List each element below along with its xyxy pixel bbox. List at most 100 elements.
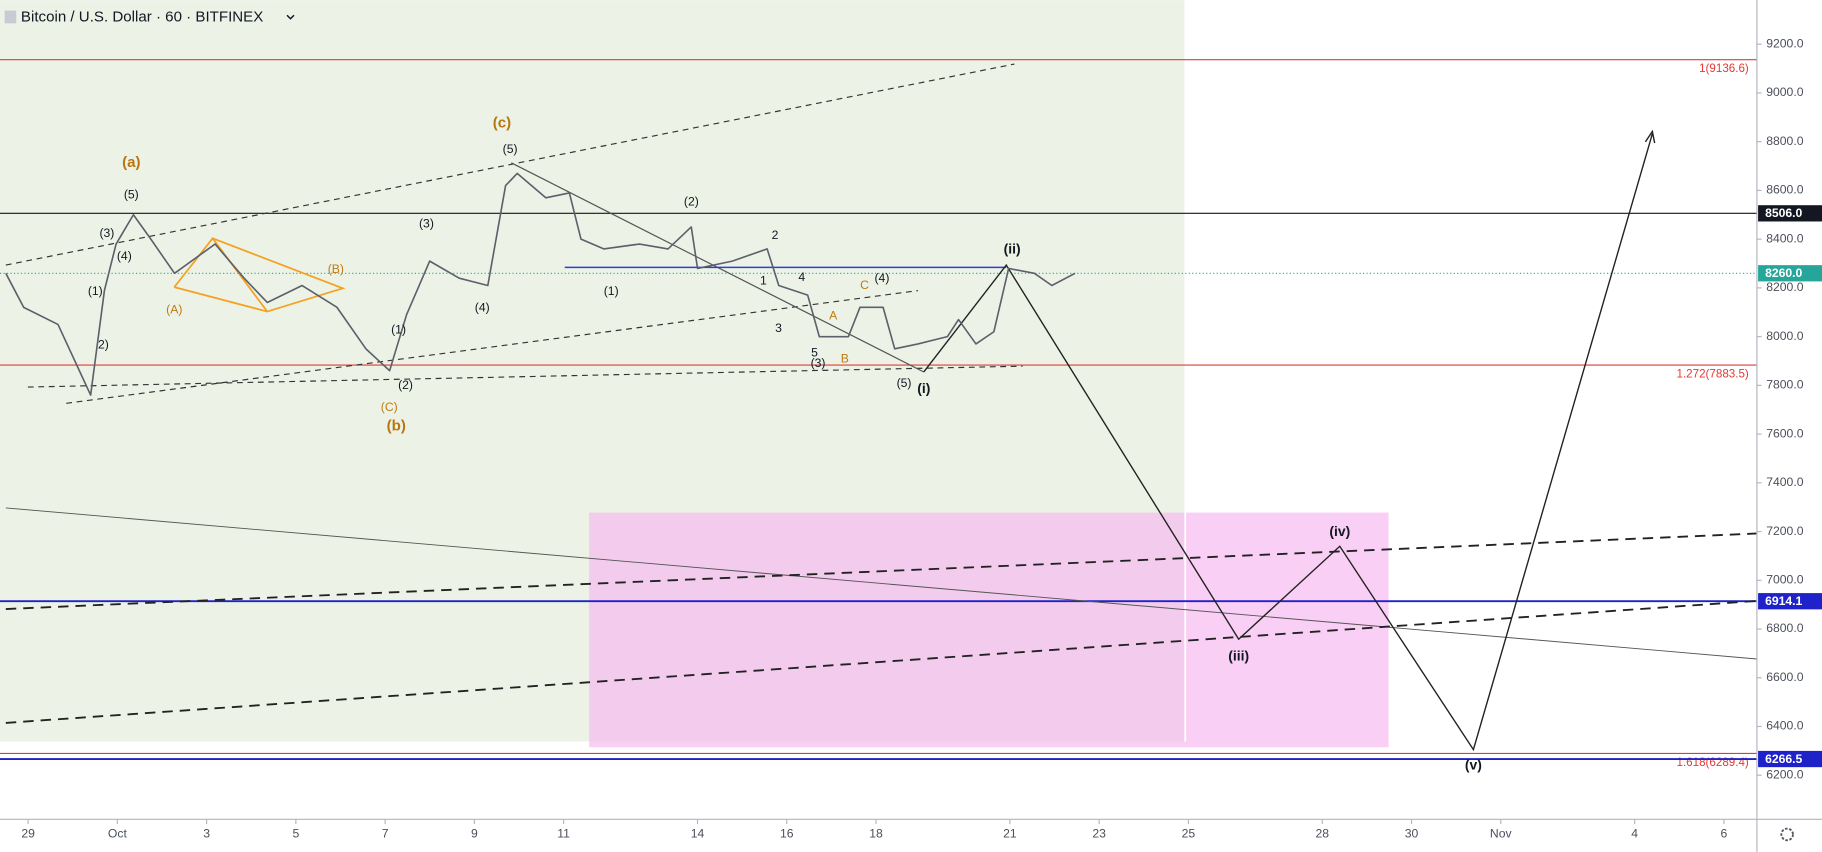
- channel-line: [5, 532, 1757, 610]
- trend-line: [66, 290, 919, 404]
- x-tick-label: Oct: [108, 827, 128, 841]
- wave-label: (5): [503, 142, 518, 156]
- y-tick-label: 7600.0: [1766, 426, 1803, 440]
- wave-label: 4: [798, 270, 805, 284]
- axes: 6200.0 6400.0 6600.0 6800.0 7000.0 7200.0 7400…: [21, 36, 1803, 840]
- symbol-icon: [4, 10, 17, 24]
- x-tick-label: 28: [1315, 827, 1329, 841]
- wave-label: (2): [398, 378, 413, 392]
- x-tick-label: 7: [382, 827, 389, 841]
- levels: 1(9136.6) 1.272(7883.5) 1.618(6289.4): [0, 59, 1757, 769]
- price-line: [5, 172, 1076, 396]
- level-label: 1.618(6289.4): [1676, 756, 1748, 769]
- wave-label: (1): [88, 284, 103, 298]
- annotations: (a) (b) (c) (5) (3) (4) (1) 2) (A) (B) (…: [88, 114, 1482, 772]
- y-tick-label: 8400.0: [1766, 231, 1803, 245]
- price-box: [1758, 750, 1822, 768]
- arrow-head: [1644, 129, 1656, 144]
- wave-label: (iv): [1329, 523, 1350, 539]
- wave-label: (4): [475, 300, 490, 314]
- price-box: [1758, 265, 1822, 282]
- wave-label: (C): [381, 400, 398, 414]
- wave-label: C: [860, 278, 869, 292]
- y-tick-label: 6600.0: [1766, 670, 1803, 684]
- price-box: [1758, 593, 1822, 610]
- wave-label: (3): [811, 356, 826, 370]
- wave-label: (3): [99, 226, 114, 240]
- title-chevron[interactable]: [286, 14, 295, 20]
- y-tick-label: 8200.0: [1766, 280, 1803, 294]
- projection: [923, 133, 1654, 752]
- plot: [5, 172, 1076, 396]
- wave-label: (4): [874, 271, 889, 285]
- y-tick-label: 7400.0: [1766, 475, 1803, 489]
- x-tick-label: 11: [557, 827, 570, 841]
- x-tick-label: Nov: [1490, 827, 1513, 841]
- triangle: [174, 286, 268, 313]
- y-tick-label: 8600.0: [1766, 183, 1803, 197]
- level-label: 1.272(7883.5): [1676, 367, 1748, 380]
- x-tick-label: 30: [1405, 827, 1419, 841]
- wave-label: 2: [772, 228, 779, 242]
- trend-line: [5, 63, 1015, 266]
- x-tick-label: 6: [1721, 827, 1728, 841]
- price-box-label: 8260.0: [1765, 266, 1802, 280]
- y-tick-label: 9200.0: [1766, 36, 1803, 50]
- wave-label: (1): [391, 322, 406, 336]
- wave-label: 3: [775, 321, 782, 335]
- y-tick-label: 9000.0: [1766, 85, 1803, 99]
- x-tick-label: 29: [21, 827, 35, 841]
- price-boxes: 8506.0 8260.0 6914.1 6266.5: [1758, 205, 1822, 768]
- price-box-label: 6914.1: [1765, 594, 1802, 608]
- y-tick-label: 6800.0: [1766, 621, 1803, 635]
- wave-label: B: [841, 351, 849, 365]
- y-tick-label: 6400.0: [1766, 719, 1803, 733]
- wave-label: 1: [760, 274, 767, 288]
- y-tick-label: 6200.0: [1766, 767, 1803, 781]
- trend-line: [5, 507, 1757, 660]
- time-axis-bg: [0, 819, 1757, 852]
- trend-line: [27, 365, 1023, 388]
- wave-label: (3): [419, 217, 434, 231]
- x-tick-label: 9: [471, 827, 478, 841]
- level-label: 1(9136.6): [1699, 62, 1749, 75]
- wave-label: (a): [122, 154, 140, 171]
- price-box: [1758, 205, 1822, 222]
- price-axis-bg: [1756, 0, 1822, 852]
- pink-zone: [589, 512, 1389, 748]
- wave-label: (c): [493, 114, 511, 131]
- wave-label: (5): [124, 188, 139, 202]
- y-tick-label: 7800.0: [1766, 378, 1803, 392]
- x-tick-label: 23: [1092, 827, 1106, 841]
- wave-label: (5): [897, 376, 912, 390]
- chart-title: Bitcoin / U.S. Dollar · 60 · BITFINEX: [21, 9, 263, 26]
- x-tick-label: 18: [869, 827, 883, 841]
- wave-label: (1): [604, 284, 619, 298]
- wave-label: (B): [328, 262, 344, 276]
- wave-label: A: [829, 308, 838, 322]
- wave-label: (i): [917, 380, 930, 396]
- x-tick-label: 5: [292, 827, 299, 841]
- wave-label: (ii): [1004, 241, 1021, 257]
- y-tick-label: 8000.0: [1766, 329, 1803, 343]
- y-tick-label: 8800.0: [1766, 134, 1803, 148]
- wave-label: (2): [684, 195, 699, 209]
- wave-label: (iii): [1228, 647, 1249, 663]
- price-box-label: 8506.0: [1765, 206, 1802, 220]
- wave-label: (A): [166, 303, 182, 317]
- x-tick-label: 3: [203, 827, 210, 841]
- wave-label: 5: [811, 346, 818, 360]
- x-tick-label: 16: [780, 827, 794, 841]
- wave-label: (4): [117, 249, 132, 263]
- x-tick-label: 25: [1182, 827, 1196, 841]
- price-box-label: 6266.5: [1765, 752, 1802, 766]
- settings-icon[interactable]: [1780, 827, 1794, 842]
- wave-label: (v): [1465, 757, 1482, 773]
- x-tick-label: 21: [1003, 827, 1017, 841]
- wave-label: (b): [387, 418, 406, 435]
- x-tick-label: 14: [691, 827, 705, 841]
- y-tick-label: 7200.0: [1766, 524, 1803, 538]
- channel-line: [5, 599, 1757, 724]
